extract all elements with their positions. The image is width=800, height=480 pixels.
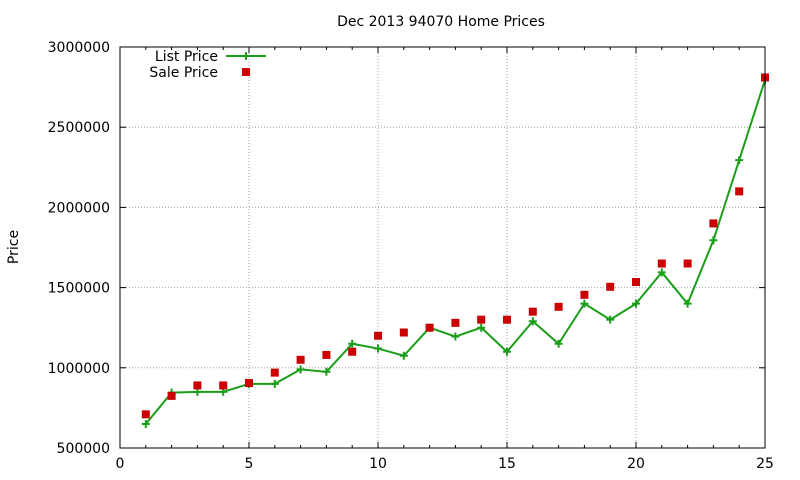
sale-price-point (219, 381, 228, 390)
legend-list-price-label: List Price (155, 49, 218, 65)
list-price-point (632, 299, 640, 308)
list-price-point (528, 317, 537, 326)
sale-price-point (503, 315, 511, 324)
list-price-point (606, 315, 615, 324)
list-price-point (709, 236, 718, 245)
sale-price-point (399, 328, 408, 337)
list-price-point (141, 419, 150, 428)
x-tick-label: 15 (498, 456, 516, 472)
sale-price-point (657, 259, 666, 268)
legend-sale-price-marker (242, 68, 250, 76)
y-tick-label: 1000000 (48, 361, 110, 377)
sale-price-point (735, 187, 744, 196)
series-layer (141, 73, 769, 428)
x-tick-label: 20 (627, 456, 645, 472)
y-tick-label: 2000000 (48, 200, 110, 216)
y-axis-label: Price (6, 230, 22, 264)
x-tick-label: 5 (245, 456, 254, 472)
sale-price-point (348, 347, 357, 356)
sale-price-point (270, 368, 279, 377)
list-price-point (374, 344, 382, 353)
chart-title: Dec 2013 94070 Home Prices (337, 14, 545, 30)
sale-price-point (322, 350, 331, 359)
sale-price-point (580, 290, 589, 299)
sale-price-point (141, 410, 150, 419)
sale-price-point (632, 277, 640, 286)
sale-price-point (425, 323, 434, 332)
sale-price-point (193, 381, 202, 390)
list-price-line (145, 79, 766, 425)
list-price-point (580, 299, 589, 308)
sale-price-point (683, 259, 692, 268)
list-price-point (503, 347, 511, 356)
list-price-point (735, 156, 744, 165)
sale-price-point (245, 379, 253, 388)
y-tick-label: 1500000 (48, 281, 110, 297)
x-tick-label: 0 (116, 456, 125, 472)
plot-frame (119, 46, 766, 449)
list-price-point (683, 299, 692, 308)
list-price-point (296, 365, 305, 374)
sale-price-point (606, 282, 615, 291)
list-price-point (554, 339, 563, 348)
sale-price-point (451, 318, 460, 327)
ticks: 500000 1000000 1500000 2000000 2500000 300000… (48, 40, 774, 472)
y-tick-label: 500000 (57, 441, 110, 457)
list-price-point (322, 367, 331, 376)
sale-price-point (709, 219, 718, 228)
legend-list-price-marker (242, 52, 250, 60)
list-price-point (477, 323, 486, 332)
sale-price-point (167, 391, 176, 400)
list-price-point (399, 351, 408, 360)
list-price-point (348, 339, 357, 348)
list-price-point (657, 268, 666, 277)
grid (120, 47, 765, 448)
x-tick-label: 25 (756, 456, 774, 472)
y-tick-label: 3000000 (48, 40, 110, 56)
x-tick-label: 10 (369, 456, 387, 472)
y-tick-label: 2500000 (48, 120, 110, 136)
sale-price-point (477, 315, 486, 324)
sale-price-point (374, 331, 382, 340)
sale-price-point (554, 302, 563, 311)
sale-price-point (528, 307, 537, 316)
list-price-point (451, 332, 460, 341)
sale-price-point (296, 355, 305, 364)
legend-sale-price-label: Sale Price (149, 65, 218, 81)
list-price-point (270, 379, 279, 388)
